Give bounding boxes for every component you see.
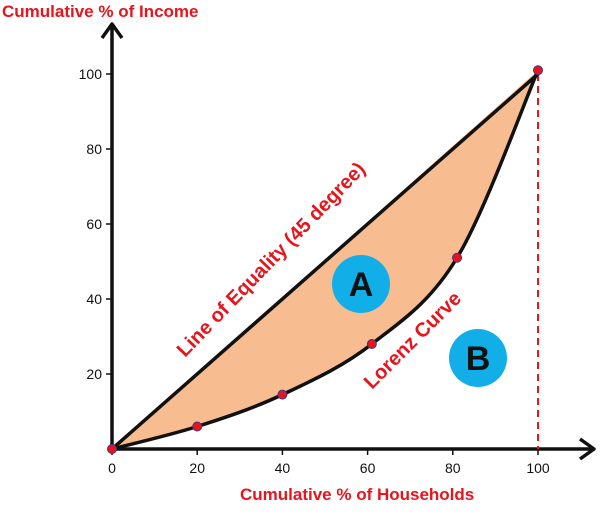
region-b-badge: B [449, 329, 507, 387]
y-tick-label: 100 [79, 66, 103, 82]
y-axis-title: Cumulative % of Income [2, 2, 198, 21]
lorenz-marker [366, 339, 377, 349]
region-a-badge: A [332, 255, 390, 313]
lorenz-marker [107, 444, 117, 454]
region-a-label: A [349, 266, 374, 304]
x-tick-label: 80 [445, 460, 461, 476]
y-tick-label: 80 [86, 141, 102, 157]
x-ticks: 0 20 40 60 80 100 [108, 449, 550, 476]
x-axis-title: Cumulative % of Households [240, 485, 474, 504]
y-tick-label: 40 [86, 291, 102, 307]
lorenz-markers [107, 65, 543, 454]
line-of-equality [110, 72, 540, 451]
y-tick-label: 20 [86, 366, 102, 382]
lorenz-marker [533, 65, 543, 76]
lorenz-marker [452, 252, 463, 263]
y-axis-arrow [100, 22, 124, 40]
region-b-label: B [466, 340, 491, 378]
x-tick-label: 60 [360, 460, 376, 476]
x-tick-label: 100 [526, 460, 550, 476]
x-axis-arrow [578, 437, 596, 461]
lorenz-marker [192, 421, 203, 432]
y-ticks: 20 40 60 80 100 [79, 66, 112, 382]
y-tick-label: 60 [86, 216, 102, 232]
x-tick-label: 20 [189, 460, 205, 476]
lorenz-marker [277, 389, 288, 400]
x-tick-label: 40 [275, 460, 291, 476]
x-tick-label: 0 [108, 460, 116, 476]
